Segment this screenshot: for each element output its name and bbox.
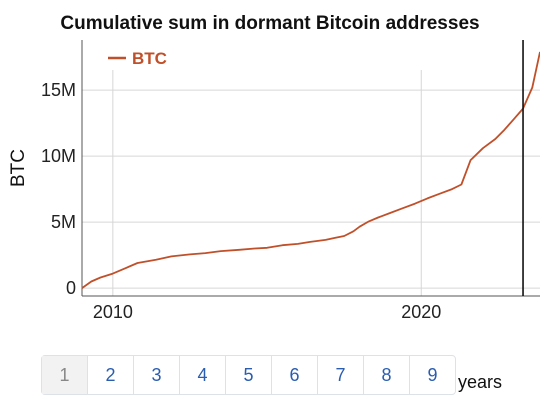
series-line-btc (81, 51, 540, 289)
y-tick-label: 5M (51, 212, 76, 232)
chart-title: Cumulative sum in dormant Bitcoin addres… (60, 13, 480, 34)
y-axis-label: BTC (8, 149, 29, 187)
pagination-unit-label: years (458, 372, 503, 392)
legend-label[interactable]: BTC (132, 49, 167, 68)
y-tick-label: 10M (41, 146, 76, 166)
page-button-1[interactable]: 1 (42, 356, 87, 394)
page-button-5[interactable]: 5 (225, 356, 271, 394)
page-button-4[interactable]: 4 (179, 356, 225, 394)
page-button-6[interactable]: 6 (271, 356, 317, 394)
x-tick-label: 2010 (93, 302, 133, 322)
page-button-2[interactable]: 2 (87, 356, 133, 394)
x-tick-label: 2020 (401, 302, 441, 322)
page-button-8[interactable]: 8 (363, 356, 409, 394)
page-button-7[interactable]: 7 (317, 356, 363, 394)
y-tick-label: 15M (41, 80, 76, 100)
page-button-9[interactable]: 9 (409, 356, 455, 394)
page-button-3[interactable]: 3 (133, 356, 179, 394)
y-tick-label: 0 (66, 278, 76, 298)
